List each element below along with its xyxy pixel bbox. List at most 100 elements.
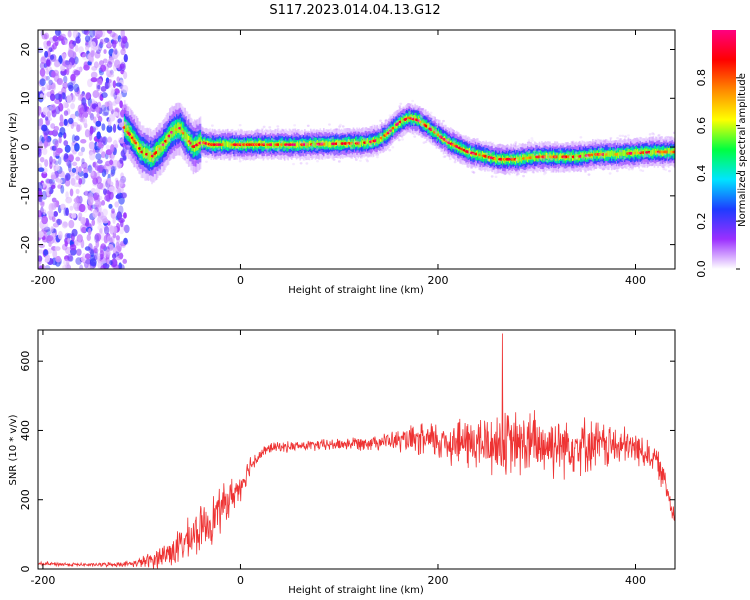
spectrogram-ridge-speckle (420, 122, 424, 125)
spectrogram-noise-blob (108, 186, 115, 193)
spectrogram-noise-blob (103, 225, 110, 235)
spectrogram-ridge-speckle (654, 138, 658, 142)
spectrogram-noise-blob (53, 202, 57, 208)
colorbar-label: Normalized spectral amplitude (737, 73, 748, 227)
spectrogram-ridge-cell (407, 116, 409, 123)
spectrogram-ridge-speckle (128, 145, 132, 148)
spectrogram-ridge-cell (360, 138, 363, 145)
spectrogram-ridge-cell (427, 122, 429, 129)
spectrogram-noise-blob (106, 124, 113, 133)
spectrogram-noise-blob (90, 71, 98, 79)
spectrogram-noise-blob (43, 226, 51, 232)
spectrogram-ridge-speckle (388, 117, 392, 120)
spectrogram-ridge-speckle (618, 134, 622, 137)
spectrogram-ridge-speckle (543, 155, 547, 159)
spectrogram-ridge-speckle (579, 136, 583, 139)
spectrogram-ridge-speckle (299, 162, 303, 165)
spectrogram-ridge-speckle (203, 134, 207, 138)
spectrogram-ridge-cell (533, 155, 536, 162)
spectrogram-ridge-speckle (229, 154, 233, 158)
spectrogram-ridge-cell (147, 149, 150, 160)
spectrogram-ridge-speckle (509, 156, 513, 160)
spectrogram-noise-blob (54, 30, 61, 36)
spectrogram-noise-blob (93, 245, 97, 254)
spectrogram-ridge-speckle (490, 150, 493, 154)
spectrogram-noise-blob (63, 140, 69, 146)
spectrogram-ridge-cell (337, 139, 339, 146)
spectrogram-noise-blob (89, 30, 96, 38)
spectrogram-noise-blob (105, 248, 111, 258)
spectrogram-noise-blob (39, 157, 45, 163)
spectrogram-noise-blob (98, 78, 103, 86)
spectrogram-ridge-speckle (543, 170, 546, 174)
spectrogram-ridge-speckle (308, 134, 312, 137)
spectrogram-noise-blob (70, 73, 76, 82)
spectrogram-ridge-speckle (574, 151, 578, 154)
spectrogram-ridge-speckle (397, 138, 401, 142)
spectrogram-ridge-speckle (562, 156, 566, 159)
spectrogram-ridge-speckle (542, 172, 546, 176)
spectrogram-noise-blob (53, 211, 59, 217)
spectrogram-noise-blob (83, 64, 90, 71)
spectrogram-ridge-speckle (528, 145, 532, 148)
spectrogram-ridge-speckle (379, 133, 383, 136)
spectrogram-ridge-speckle (472, 140, 475, 143)
spectrogram-noise-blob (83, 172, 89, 179)
spectrogram-ridge-speckle (567, 167, 571, 170)
spectrogram-noise-blob (105, 144, 111, 150)
spectrogram-noise-blob (69, 205, 74, 211)
spectrogram-noise-blob (96, 164, 104, 174)
spectrogram-ridge-speckle (664, 165, 668, 168)
spectrogram-ridge-speckle (305, 142, 309, 146)
spectrogram-noise-blob (63, 110, 69, 116)
spectrogram-noise-blob (100, 264, 107, 269)
spectrogram-ridge-speckle (566, 152, 570, 155)
spectrogram-ridge-speckle (262, 125, 266, 129)
spectrogram-noise-blob (102, 218, 109, 224)
spectrogram-noise-blob (107, 136, 113, 143)
spectrogram-ridge-speckle (316, 143, 319, 147)
spectrogram-ridge-cell (524, 154, 527, 161)
spectrogram-ridge-cell (608, 151, 611, 157)
spectrogram-ridge-speckle (624, 135, 627, 138)
spectrogram-ridge-speckle (576, 169, 580, 172)
spectrogram-ridge-speckle (208, 148, 212, 152)
spectrogram-ridge-cell (282, 140, 285, 147)
spectrogram-ridge-speckle (587, 173, 591, 176)
spectrogram-ridge-speckle (600, 152, 604, 156)
spectrogram-ridge-speckle (280, 140, 283, 143)
spectrogram-ridge-cell (158, 144, 160, 156)
spectrogram-noise-blob (118, 179, 124, 188)
spectrogram-ridge-speckle (149, 148, 153, 151)
spectrogram-noise-blob (54, 160, 59, 166)
spectrogram-noise-blob (115, 194, 121, 200)
spectrogram-noise-blob (89, 125, 94, 135)
spectrogram-ridge-speckle (128, 116, 132, 120)
spectrogram-noise-blob (116, 92, 123, 100)
spectrogram-ridge-speckle (272, 138, 276, 142)
colorbar-tick-label: 0.0 (695, 260, 708, 278)
spectrogram-ridge-speckle (251, 140, 255, 143)
spectrogram-ridge-speckle (442, 155, 446, 159)
spectrogram-noise-blob (81, 97, 87, 106)
spectrogram-ridge-speckle (614, 166, 618, 170)
spectrogram-ridge-speckle (458, 133, 462, 137)
spectrogram-noise-blob (112, 123, 117, 133)
spectrogram-ridge-speckle (319, 142, 323, 146)
spectrogram-ridge-speckle (584, 170, 587, 173)
spectrogram-noise-blob (71, 228, 78, 237)
spectrogram-ridge-speckle (319, 157, 322, 160)
spectrogram-ridge-speckle (603, 139, 607, 143)
spectrogram-ridge-speckle (302, 141, 306, 144)
spectrogram-ridge-speckle (667, 135, 670, 139)
spectrogram-ridge-speckle (280, 128, 284, 132)
spectrogram-ridge-speckle (305, 162, 309, 165)
spectrogram-ridge-speckle (650, 159, 654, 162)
spectrogram-noise-blob (66, 174, 71, 181)
spectrogram-ridge-speckle (276, 125, 280, 128)
spectrogram-noise-blob (49, 103, 56, 111)
spectrogram-noise-blob (73, 83, 80, 93)
spectrogram-ridge-speckle (434, 138, 438, 142)
spectrogram-ridge-speckle (663, 153, 667, 156)
spectrogram-ridge-speckle (526, 164, 530, 168)
